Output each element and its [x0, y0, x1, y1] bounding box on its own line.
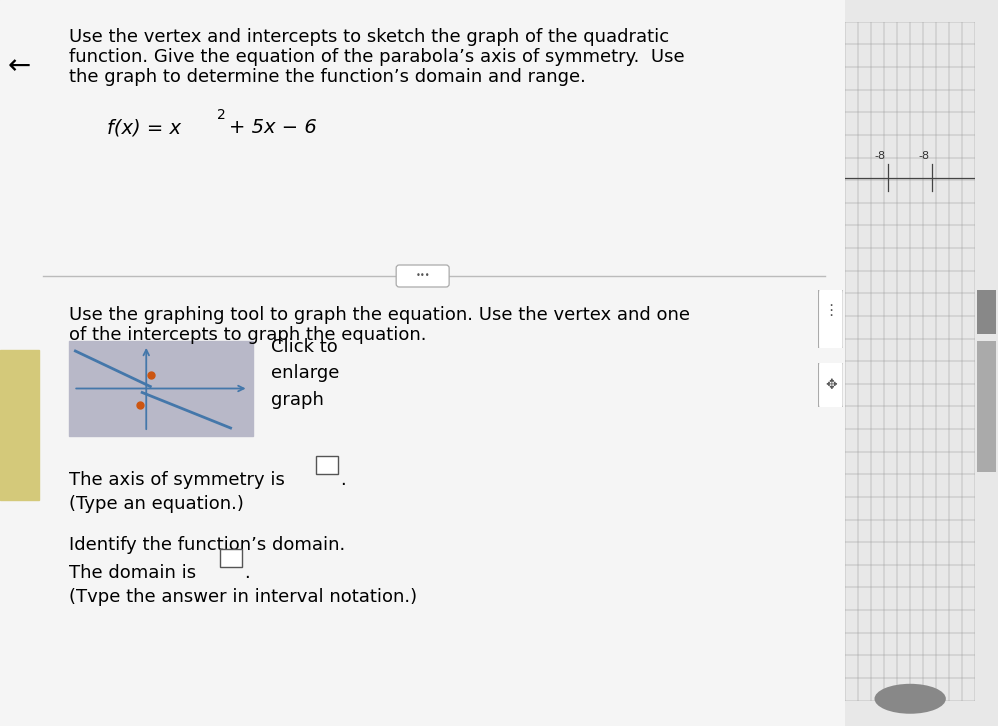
- Text: Identify the function’s domain.: Identify the function’s domain.: [69, 536, 345, 554]
- Bar: [0, 350, 39, 500]
- Text: (Type an equation.): (Type an equation.): [69, 495, 245, 513]
- Bar: [977, 290, 996, 334]
- Text: f(x) = x: f(x) = x: [107, 118, 181, 137]
- Text: .: .: [245, 564, 250, 582]
- Text: Use the vertex and intercepts to sketch the graph of the quadratic: Use the vertex and intercepts to sketch …: [69, 28, 670, 46]
- FancyBboxPatch shape: [818, 287, 843, 351]
- Bar: [69, 341, 252, 436]
- Text: the graph to determine the function’s domain and range.: the graph to determine the function’s do…: [69, 68, 586, 86]
- Text: (Tvpe the answer in interval notation.): (Tvpe the answer in interval notation.): [69, 588, 417, 606]
- Text: -8: -8: [919, 151, 930, 161]
- Bar: [977, 341, 996, 472]
- FancyBboxPatch shape: [396, 265, 449, 287]
- Bar: [315, 456, 338, 474]
- Bar: [220, 549, 243, 567]
- Text: The axis of symmetry is: The axis of symmetry is: [69, 471, 290, 489]
- Text: The domain is: The domain is: [69, 564, 203, 582]
- Ellipse shape: [874, 684, 946, 714]
- Text: Click to
enlarge
graph: Click to enlarge graph: [270, 338, 339, 409]
- Text: Use the graphing tool to graph the equation. Use the vertex and one: Use the graphing tool to graph the equat…: [69, 306, 691, 324]
- Text: •••: •••: [415, 272, 430, 280]
- Text: function. Give the equation of the parabola’s axis of symmetry.  Use: function. Give the equation of the parab…: [69, 48, 685, 66]
- FancyBboxPatch shape: [818, 361, 843, 409]
- Text: ←: ←: [8, 52, 31, 80]
- Text: + 5x − 6: + 5x − 6: [230, 118, 317, 137]
- Text: -8: -8: [875, 151, 886, 161]
- Text: of the intercepts to graph the equation.: of the intercepts to graph the equation.: [69, 326, 427, 344]
- Text: ✥: ✥: [825, 378, 836, 392]
- Text: .: .: [340, 471, 346, 489]
- Text: ⋮: ⋮: [823, 303, 838, 318]
- Text: 2: 2: [217, 108, 226, 122]
